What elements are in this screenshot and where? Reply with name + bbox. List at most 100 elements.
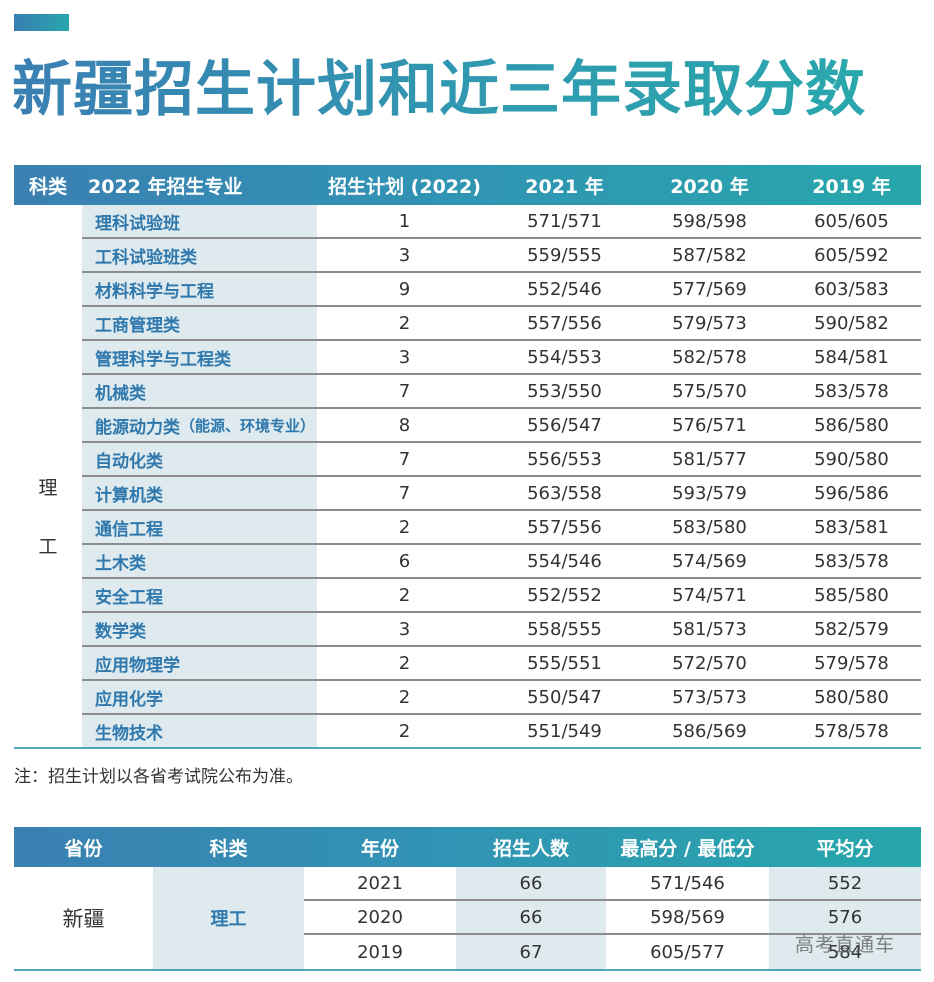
score-2019-cell: 583/581 bbox=[814, 516, 889, 538]
summary-table-header: 省份 科类 年份 招生人数 最高分 / 最低分 平均分 bbox=[14, 827, 921, 867]
major-name: 安全工程 bbox=[95, 587, 163, 608]
major-name: 机械类 bbox=[95, 383, 146, 404]
score-2021-cell: 563/558 bbox=[527, 482, 602, 504]
table-row: 工商管理类 2 557/556 579/573 590/582 bbox=[82, 307, 921, 341]
score-2019-cell: 605/592 bbox=[814, 244, 889, 266]
table-row: 机械类 7 553/550 575/570 583/578 bbox=[82, 375, 921, 409]
plan-cell: 2 bbox=[398, 312, 411, 334]
score-2020-cell: 587/582 bbox=[672, 244, 747, 266]
score-2021-cell: 552/552 bbox=[527, 584, 602, 606]
page-title: 新疆招生计划和近三年录取分数 bbox=[12, 52, 866, 128]
table-row: 2020 66 598/569 576 bbox=[304, 901, 921, 935]
score-2019-cell: 582/579 bbox=[814, 618, 889, 640]
score-2020-cell: 576/571 bbox=[672, 414, 747, 436]
score-2019-cell: 583/578 bbox=[814, 550, 889, 572]
table-row: 数学类 3 558/555 581/573 582/579 bbox=[82, 613, 921, 647]
major-cell: 材料科学与工程 bbox=[82, 273, 317, 305]
score-2021-cell: 558/555 bbox=[527, 618, 602, 640]
header-max-min: 最高分 / 最低分 bbox=[620, 837, 755, 860]
province-cell: 新疆 bbox=[14, 867, 153, 969]
table-row: 2021 66 571/546 552 bbox=[304, 867, 921, 901]
table-row: 安全工程 2 552/552 574/571 585/580 bbox=[82, 579, 921, 613]
score-2019-cell: 590/580 bbox=[814, 448, 889, 470]
score-2021-cell: 571/571 bbox=[527, 210, 602, 232]
table-row: 2019 67 605/577 584 bbox=[304, 935, 921, 969]
score-2020-cell: 598/598 bbox=[672, 210, 747, 232]
major-name: 管理科学与工程类 bbox=[95, 349, 231, 370]
major-name: 工商管理类 bbox=[95, 315, 180, 336]
plan-cell: 7 bbox=[398, 482, 411, 504]
score-2020-cell: 574/569 bbox=[672, 550, 747, 572]
score-2021-cell: 552/546 bbox=[527, 278, 602, 300]
score-2020-cell: 593/579 bbox=[672, 482, 747, 504]
category-char: 理 bbox=[38, 477, 58, 499]
header-province: 省份 bbox=[64, 837, 103, 860]
enrollment-cell: 66 bbox=[456, 867, 606, 899]
category-char: 工 bbox=[38, 536, 58, 558]
major-cell: 机械类 bbox=[82, 375, 317, 407]
major-cell: 应用化学 bbox=[82, 681, 317, 713]
enrollment-cell: 66 bbox=[456, 901, 606, 933]
header-year: 年份 bbox=[360, 837, 399, 860]
header-category: 科类 bbox=[209, 837, 248, 860]
header-average: 平均分 bbox=[816, 837, 874, 860]
major-name: 材料科学与工程 bbox=[95, 281, 214, 302]
year-cell: 2020 bbox=[304, 901, 456, 933]
plan-cell: 1 bbox=[398, 210, 411, 232]
major-name: 生物技术 bbox=[95, 723, 163, 744]
major-cell: 自动化类 bbox=[82, 443, 317, 475]
major-cell: 理科试验班 bbox=[82, 205, 317, 237]
score-2021-cell: 551/549 bbox=[527, 720, 602, 742]
header-category: 科类 bbox=[28, 175, 67, 198]
table-row: 土木类 6 554/546 574/569 583/578 bbox=[82, 545, 921, 579]
plan-cell: 2 bbox=[398, 720, 411, 742]
score-2019-cell: 580/580 bbox=[814, 686, 889, 708]
year-cell: 2021 bbox=[304, 867, 456, 899]
header-major: 2022 年招生专业 bbox=[88, 175, 243, 198]
average-cell: 576 bbox=[769, 901, 921, 933]
table-row: 计算机类 7 563/558 593/579 596/586 bbox=[82, 477, 921, 511]
major-name: 计算机类 bbox=[95, 485, 163, 506]
plan-cell: 9 bbox=[398, 278, 411, 300]
score-2019-cell: 586/580 bbox=[814, 414, 889, 436]
summary-rows: 2021 66 571/546 552 2020 66 598/569 576 2019 67 60… bbox=[304, 867, 921, 969]
summary-table-body: 新疆 理工 2021 66 571/546 552 2020 66 598/569 576 20… bbox=[14, 867, 921, 971]
plan-cell: 8 bbox=[398, 414, 411, 436]
major-cell: 计算机类 bbox=[82, 477, 317, 509]
plan-cell: 2 bbox=[398, 652, 411, 674]
score-2021-cell: 557/556 bbox=[527, 516, 602, 538]
major-cell: 应用物理学 bbox=[82, 647, 317, 679]
major-name: 土木类 bbox=[95, 553, 146, 574]
table-row: 能源动力类 （能源、环境专业） 8 556/547 576/571 586/580 bbox=[82, 409, 921, 443]
plan-cell: 2 bbox=[398, 516, 411, 538]
table-row: 自动化类 7 556/553 581/577 590/580 bbox=[82, 443, 921, 477]
score-2020-cell: 573/573 bbox=[672, 686, 747, 708]
score-2019-cell: 585/580 bbox=[814, 584, 889, 606]
header-plan-2022: 招生计划 (2022) bbox=[328, 175, 481, 198]
major-name: 通信工程 bbox=[95, 519, 163, 540]
score-2020-cell: 574/571 bbox=[672, 584, 747, 606]
score-2019-cell: 579/578 bbox=[814, 652, 889, 674]
plan-cell: 2 bbox=[398, 584, 411, 606]
score-2021-cell: 550/547 bbox=[527, 686, 602, 708]
header-2021: 2021 年 bbox=[525, 175, 604, 198]
score-2020-cell: 581/577 bbox=[672, 448, 747, 470]
major-cell: 能源动力类 （能源、环境专业） bbox=[82, 409, 317, 441]
admission-plan-table: 科类 2022 年招生专业 招生计划 (2022) 2021 年 2020 年 … bbox=[14, 165, 921, 749]
table-row: 通信工程 2 557/556 583/580 583/581 bbox=[82, 511, 921, 545]
major-cell: 生物技术 bbox=[82, 715, 317, 747]
major-cell: 管理科学与工程类 bbox=[82, 341, 317, 373]
score-2020-cell: 575/570 bbox=[672, 380, 747, 402]
title-accent-bar bbox=[14, 14, 69, 31]
major-cell: 土木类 bbox=[82, 545, 317, 577]
major-cell: 工科试验班类 bbox=[82, 239, 317, 271]
year-cell: 2019 bbox=[304, 935, 456, 969]
major-note: （能源、环境专业） bbox=[180, 416, 316, 435]
category-cell: 理 工 bbox=[14, 205, 82, 749]
score-2021-cell: 554/546 bbox=[527, 550, 602, 572]
max-min-cell: 571/546 bbox=[606, 867, 769, 899]
plan-cell: 6 bbox=[398, 550, 411, 572]
score-2019-cell: 578/578 bbox=[814, 720, 889, 742]
plan-cell: 3 bbox=[398, 618, 411, 640]
plan-table-body: 理 工 理科试验班 1 571/571 598/598 605/605 工科试验班类 3 55… bbox=[14, 205, 921, 749]
